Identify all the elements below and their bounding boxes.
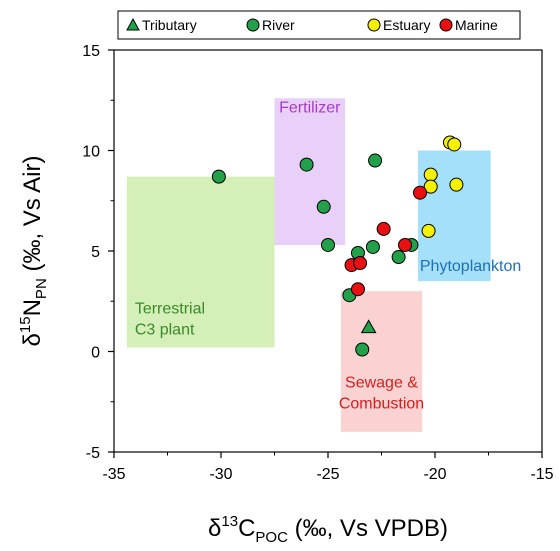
legend-marker-tributary — [126, 17, 140, 31]
region-label-sewage-line2: Combustion — [339, 396, 424, 413]
point-estuary — [421, 223, 436, 238]
y-axis-label-sup: 15 — [17, 316, 34, 333]
point-marine — [398, 237, 413, 252]
legend-marker-estuary — [367, 18, 381, 32]
point-estuary — [423, 179, 438, 194]
region-sewage — [340, 291, 423, 432]
point-marine — [376, 221, 391, 236]
y-axis-label-prefix: δ — [19, 333, 46, 346]
point-river — [316, 199, 331, 214]
y-tick-label: 15 — [82, 43, 100, 60]
legend-marker-marine — [439, 18, 453, 32]
region-label-sewage: Sewage & — [345, 375, 418, 392]
x-tick-label: -35 — [102, 466, 125, 483]
region-label-phytoplankton: Phytoplankton — [420, 258, 521, 275]
y-axis-label: δ15NPN (‰, Vs Air) — [17, 156, 50, 347]
point-river — [299, 157, 314, 172]
y-axis-label-main: N — [19, 299, 46, 316]
point-river — [321, 237, 335, 252]
point-estuary — [447, 137, 462, 152]
x-axis-label-sup: 13 — [221, 513, 238, 530]
legend-label-marine: Marine — [455, 17, 498, 33]
x-axis-label-main: C — [238, 515, 255, 542]
axes-layer: -35 -30 -25 -20 -15 -5 0 5 10 15 — [82, 43, 553, 483]
legend-label-river: River — [262, 17, 295, 33]
region-label-terrestrial-line2: C3 plant — [135, 321, 195, 338]
x-tick-label: -20 — [423, 466, 446, 483]
x-axis-label-suffix: (‰, Vs VPDB) — [288, 515, 448, 542]
point-marine — [350, 282, 365, 297]
x-tick-label: -30 — [209, 466, 232, 483]
region-fertilizer — [274, 98, 346, 245]
y-axis-label-sub: PN — [33, 278, 50, 299]
point-marine — [353, 256, 368, 271]
point-river — [365, 239, 380, 254]
point-river — [368, 153, 383, 168]
point-estuary — [423, 167, 438, 182]
x-axis-label-prefix: δ — [208, 515, 221, 542]
points-layer — [211, 135, 464, 357]
region-label-layer: Terrestrial C3 plant Fertilizer Sewage & Com… — [135, 99, 521, 412]
y-tick-label: -5 — [86, 445, 100, 462]
point-marine — [413, 185, 428, 200]
y-tick-label: 10 — [82, 144, 100, 161]
point-tributary — [360, 319, 377, 334]
region-layer — [126, 98, 491, 432]
point-river — [355, 342, 370, 357]
y-tick-label: 0 — [91, 345, 100, 362]
legend-marker-river — [246, 18, 260, 32]
legend-label-estuary: Estuary — [383, 17, 430, 33]
x-tick-label: -15 — [530, 466, 553, 483]
x-tick-label: -25 — [316, 466, 339, 483]
point-river — [211, 169, 226, 184]
point-river — [391, 250, 406, 265]
region-terrestrial — [126, 176, 275, 348]
y-axis-label-suffix: (‰, Vs Air) — [19, 156, 46, 279]
x-axis-label: δ13CPOC (‰, Vs VPDB) — [208, 513, 448, 546]
point-estuary — [449, 177, 464, 192]
region-label-terrestrial: Terrestrial — [135, 300, 205, 317]
legend-label-tributary: Tributary — [142, 17, 197, 33]
legend: Tributary River Estuary Marine — [117, 10, 521, 40]
legend-box — [117, 10, 521, 40]
x-axis-label-sub: POC — [255, 529, 288, 546]
region-label-fertilizer: Fertilizer — [279, 99, 341, 116]
y-tick-label: 5 — [91, 244, 100, 261]
